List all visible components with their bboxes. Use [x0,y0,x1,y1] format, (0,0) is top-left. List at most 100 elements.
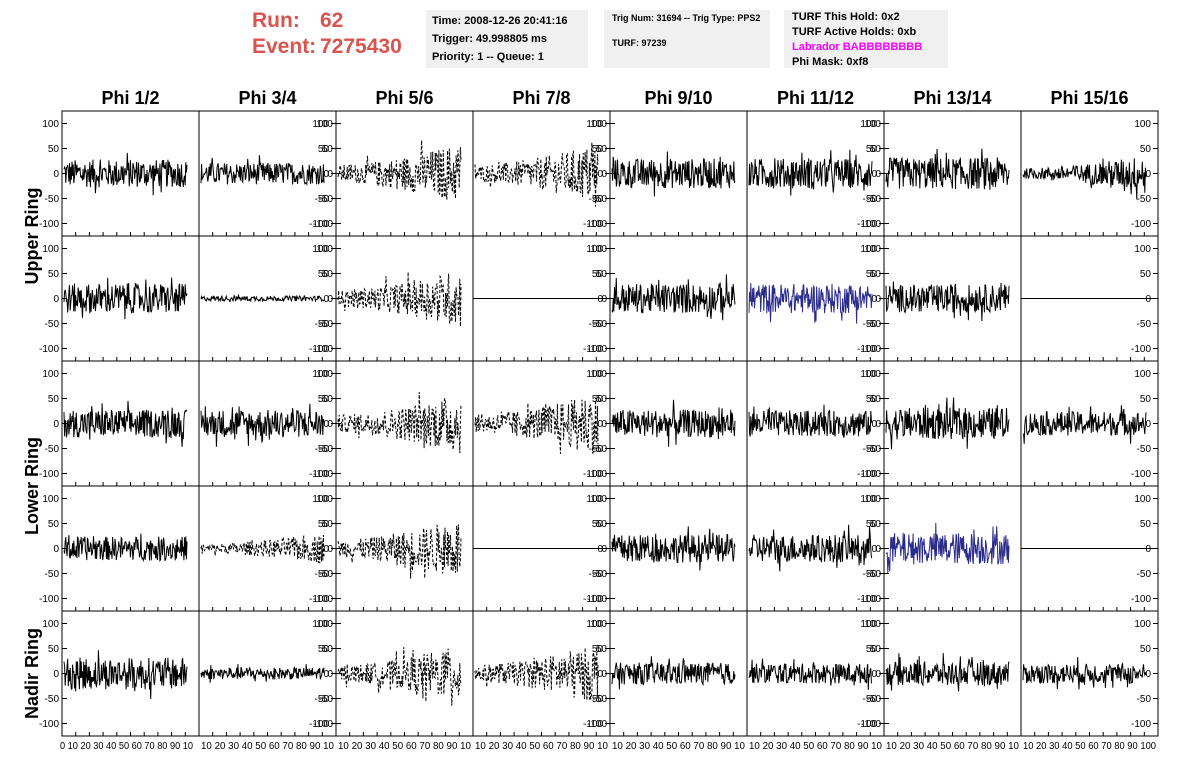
y-tick-label: 100 [1134,244,1151,255]
y-tick-label: 50 [870,394,882,405]
y-tick-label: -50 [867,569,882,580]
x-tick-label: 10 20 30 40 50 60 70 80 90 10 [338,741,471,752]
y-tick-label: 100 [586,369,603,380]
y-tick-label: 0 [323,419,329,430]
y-tick-label: 100 [590,494,607,505]
y-tick-label: -50 [45,194,60,205]
y-tick-label: -50 [319,319,334,330]
waveform-panel: -100 -50 0 50 100 [587,110,748,237]
y-tick-label: -50 [589,444,604,455]
y-tick-label: -100 [583,344,603,355]
y-tick-label: 100 [864,369,881,380]
y-tick-label: -50 [593,694,608,705]
waveform-trace [63,277,188,320]
y-tick-label: 100 [864,119,881,130]
y-tick-label: -100 [583,219,603,230]
y-tick-label: 100 [312,494,329,505]
y-tick-label: 50 [596,519,608,530]
y-tick-label: -100 [861,219,881,230]
y-tick-label: -50 [319,569,334,580]
column-title: Phi 1/2 [101,88,159,108]
y-tick-label: 0 [871,669,877,680]
y-tick-label: -100 [587,594,607,605]
y-tick-label: 100 [864,244,881,255]
y-tick-label: 100 [312,369,329,380]
waveform-panel: -100 -50 0 50 100 [39,235,200,362]
y-tick-label: 50 [592,644,604,655]
y-tick-label: 100 [586,494,603,505]
y-tick-label: -50 [1137,444,1152,455]
y-tick-label: -100 [861,719,881,730]
y-tick-label: -100 [587,719,607,730]
y-tick-label: 0 [327,669,333,680]
y-tick-label: -50 [593,444,608,455]
waveform-panel: -100 -50 0 50 100 [1020,235,1159,362]
y-tick-label: 50 [592,394,604,405]
y-tick-label: 100 [860,494,877,505]
waveform-panel: -100 -50 0 50 100 [587,360,748,487]
y-tick-label: 50 [1140,394,1152,405]
y-tick-label: -50 [589,569,604,580]
waveform-panel: -100 -50 0 50 100 [39,485,200,612]
y-tick-label: -50 [593,569,608,580]
y-tick-label: 50 [870,644,882,655]
y-tick-label: -100 [309,594,329,605]
y-tick-label: 50 [596,394,608,405]
waveform-trace [748,283,873,324]
y-tick-label: 100 [316,619,333,630]
y-tick-label: 0 [875,419,881,430]
y-tick-label: 0 [601,294,607,305]
y-tick-label: -100 [313,469,333,480]
column-title: Phi 13/14 [913,88,991,108]
waveform-trace [200,155,325,186]
y-tick-label: 0 [597,294,603,305]
y-tick-label: -100 [39,219,59,230]
y-tick-label: 0 [875,544,881,555]
y-tick-label: -100 [39,719,59,730]
y-tick-label: -50 [319,694,334,705]
y-tick-label: -100 [583,469,603,480]
y-tick-label: -50 [1137,194,1152,205]
y-tick-label: -50 [315,319,330,330]
turf-text: TURF: 97239 [612,38,667,48]
run-row: Run: 62 [252,8,402,34]
waveform-trace [885,397,1010,450]
y-tick-label: 0 [327,169,333,180]
y-tick-label: -100 [861,594,881,605]
time-text: Time: 2008-12-26 20:41:16 [432,15,568,27]
event-value: 7275430 [320,35,402,58]
y-tick-label: -100 [309,219,329,230]
y-tick-label: 50 [592,144,604,155]
y-tick-label: 50 [1140,644,1152,655]
y-tick-label: -50 [863,694,878,705]
waveform-panel: -100 -50 0 50 100 [198,360,337,487]
y-tick-label: 100 [586,119,603,130]
y-tick-label: 50 [318,519,330,530]
y-tick-label: -50 [867,319,882,330]
waveform-panel: -100 -50 0 50 100 [39,110,200,237]
y-tick-label: -50 [589,694,604,705]
y-tick-label: 50 [318,394,330,405]
y-tick-label: 0 [871,294,877,305]
y-tick-label: 0 [53,419,59,430]
y-tick-label: 0 [1145,669,1151,680]
y-tick-label: 100 [312,244,329,255]
y-tick-label: 0 [875,669,881,680]
y-tick-label: -100 [1131,469,1151,480]
y-tick-label: 100 [586,244,603,255]
y-tick-label: -100 [587,344,607,355]
y-tick-label: -50 [315,569,330,580]
waveform-panel: -100 -50 0 50 100 [39,610,200,737]
row-title: Lower Ring [22,437,42,535]
y-tick-label: 50 [1140,269,1152,280]
row-title: Nadir Ring [22,628,42,719]
y-tick-label: 100 [42,494,59,505]
waveform-panel: -100 -50 0 50 100 [1020,610,1159,737]
y-tick-label: -100 [313,344,333,355]
waveform-trace [748,149,873,196]
y-tick-label: 0 [601,169,607,180]
y-tick-label: 50 [318,144,330,155]
waveform-panel: -100 -50 0 50 100 [313,485,474,612]
y-tick-label: 100 [590,244,607,255]
run-value: 62 [320,9,344,32]
